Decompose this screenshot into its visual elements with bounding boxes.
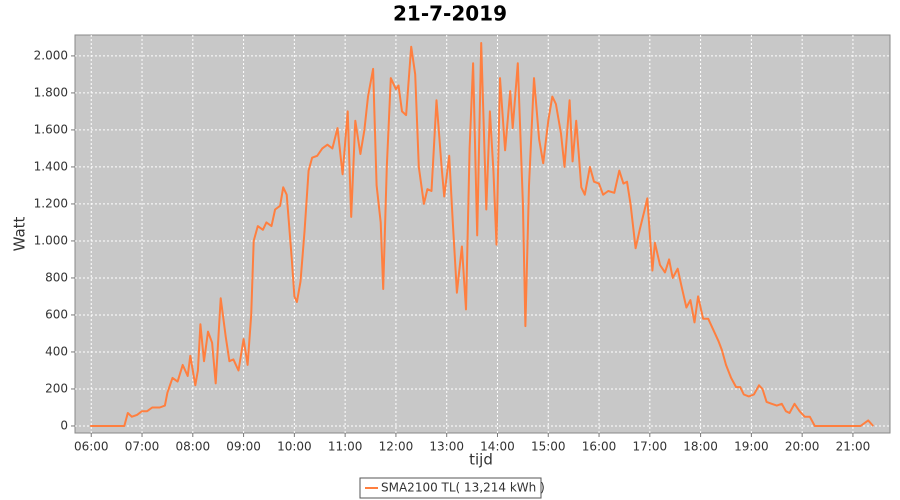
y-tick-label: 1.800 — [34, 85, 68, 99]
y-tick-label: 1.400 — [34, 159, 68, 173]
x-tick-label: 21:00 — [836, 440, 871, 454]
y-tick-label: 1.000 — [34, 233, 68, 247]
y-tick-label: 800 — [45, 270, 68, 284]
x-tick-label: 15:00 — [531, 440, 566, 454]
x-tick-label: 07:00 — [125, 440, 160, 454]
y-tick-label: 400 — [45, 344, 68, 358]
series — [90, 42, 874, 427]
y-tick-label: 1.600 — [34, 122, 68, 136]
x-tick-label: 06:00 — [74, 440, 109, 454]
x-tick-label: 11:00 — [328, 440, 363, 454]
x-tick-label: 08:00 — [176, 440, 211, 454]
y-axis-label: Watt — [11, 216, 29, 251]
y-tick-label: 2.000 — [34, 48, 68, 62]
x-tick-label: 18:00 — [683, 440, 718, 454]
x-tick-label: 20:00 — [785, 440, 820, 454]
x-tick-label: 19:00 — [734, 440, 769, 454]
x-tick-label: 13:00 — [429, 440, 464, 454]
series-line — [90, 42, 874, 427]
x-tick-label: 14:00 — [480, 440, 515, 454]
x-tick-label: 17:00 — [633, 440, 668, 454]
chart-title: 21-7-2019 — [393, 2, 507, 26]
y-tick-label: 600 — [45, 307, 68, 321]
x-tick-label: 16:00 — [582, 440, 617, 454]
x-axis-label: tijd — [469, 451, 493, 469]
y-tick-label: 200 — [45, 381, 68, 395]
y-tick-label: 1.200 — [34, 196, 68, 210]
legend-label: SMA2100 TL( 13,214 kWh ) — [381, 481, 545, 495]
x-tick-label: 09:00 — [226, 440, 261, 454]
y-tick-label: 0 — [60, 418, 68, 432]
x-tick-label: 10:00 — [277, 440, 312, 454]
legend — [359, 477, 542, 499]
x-tick-label: 12:00 — [379, 440, 414, 454]
